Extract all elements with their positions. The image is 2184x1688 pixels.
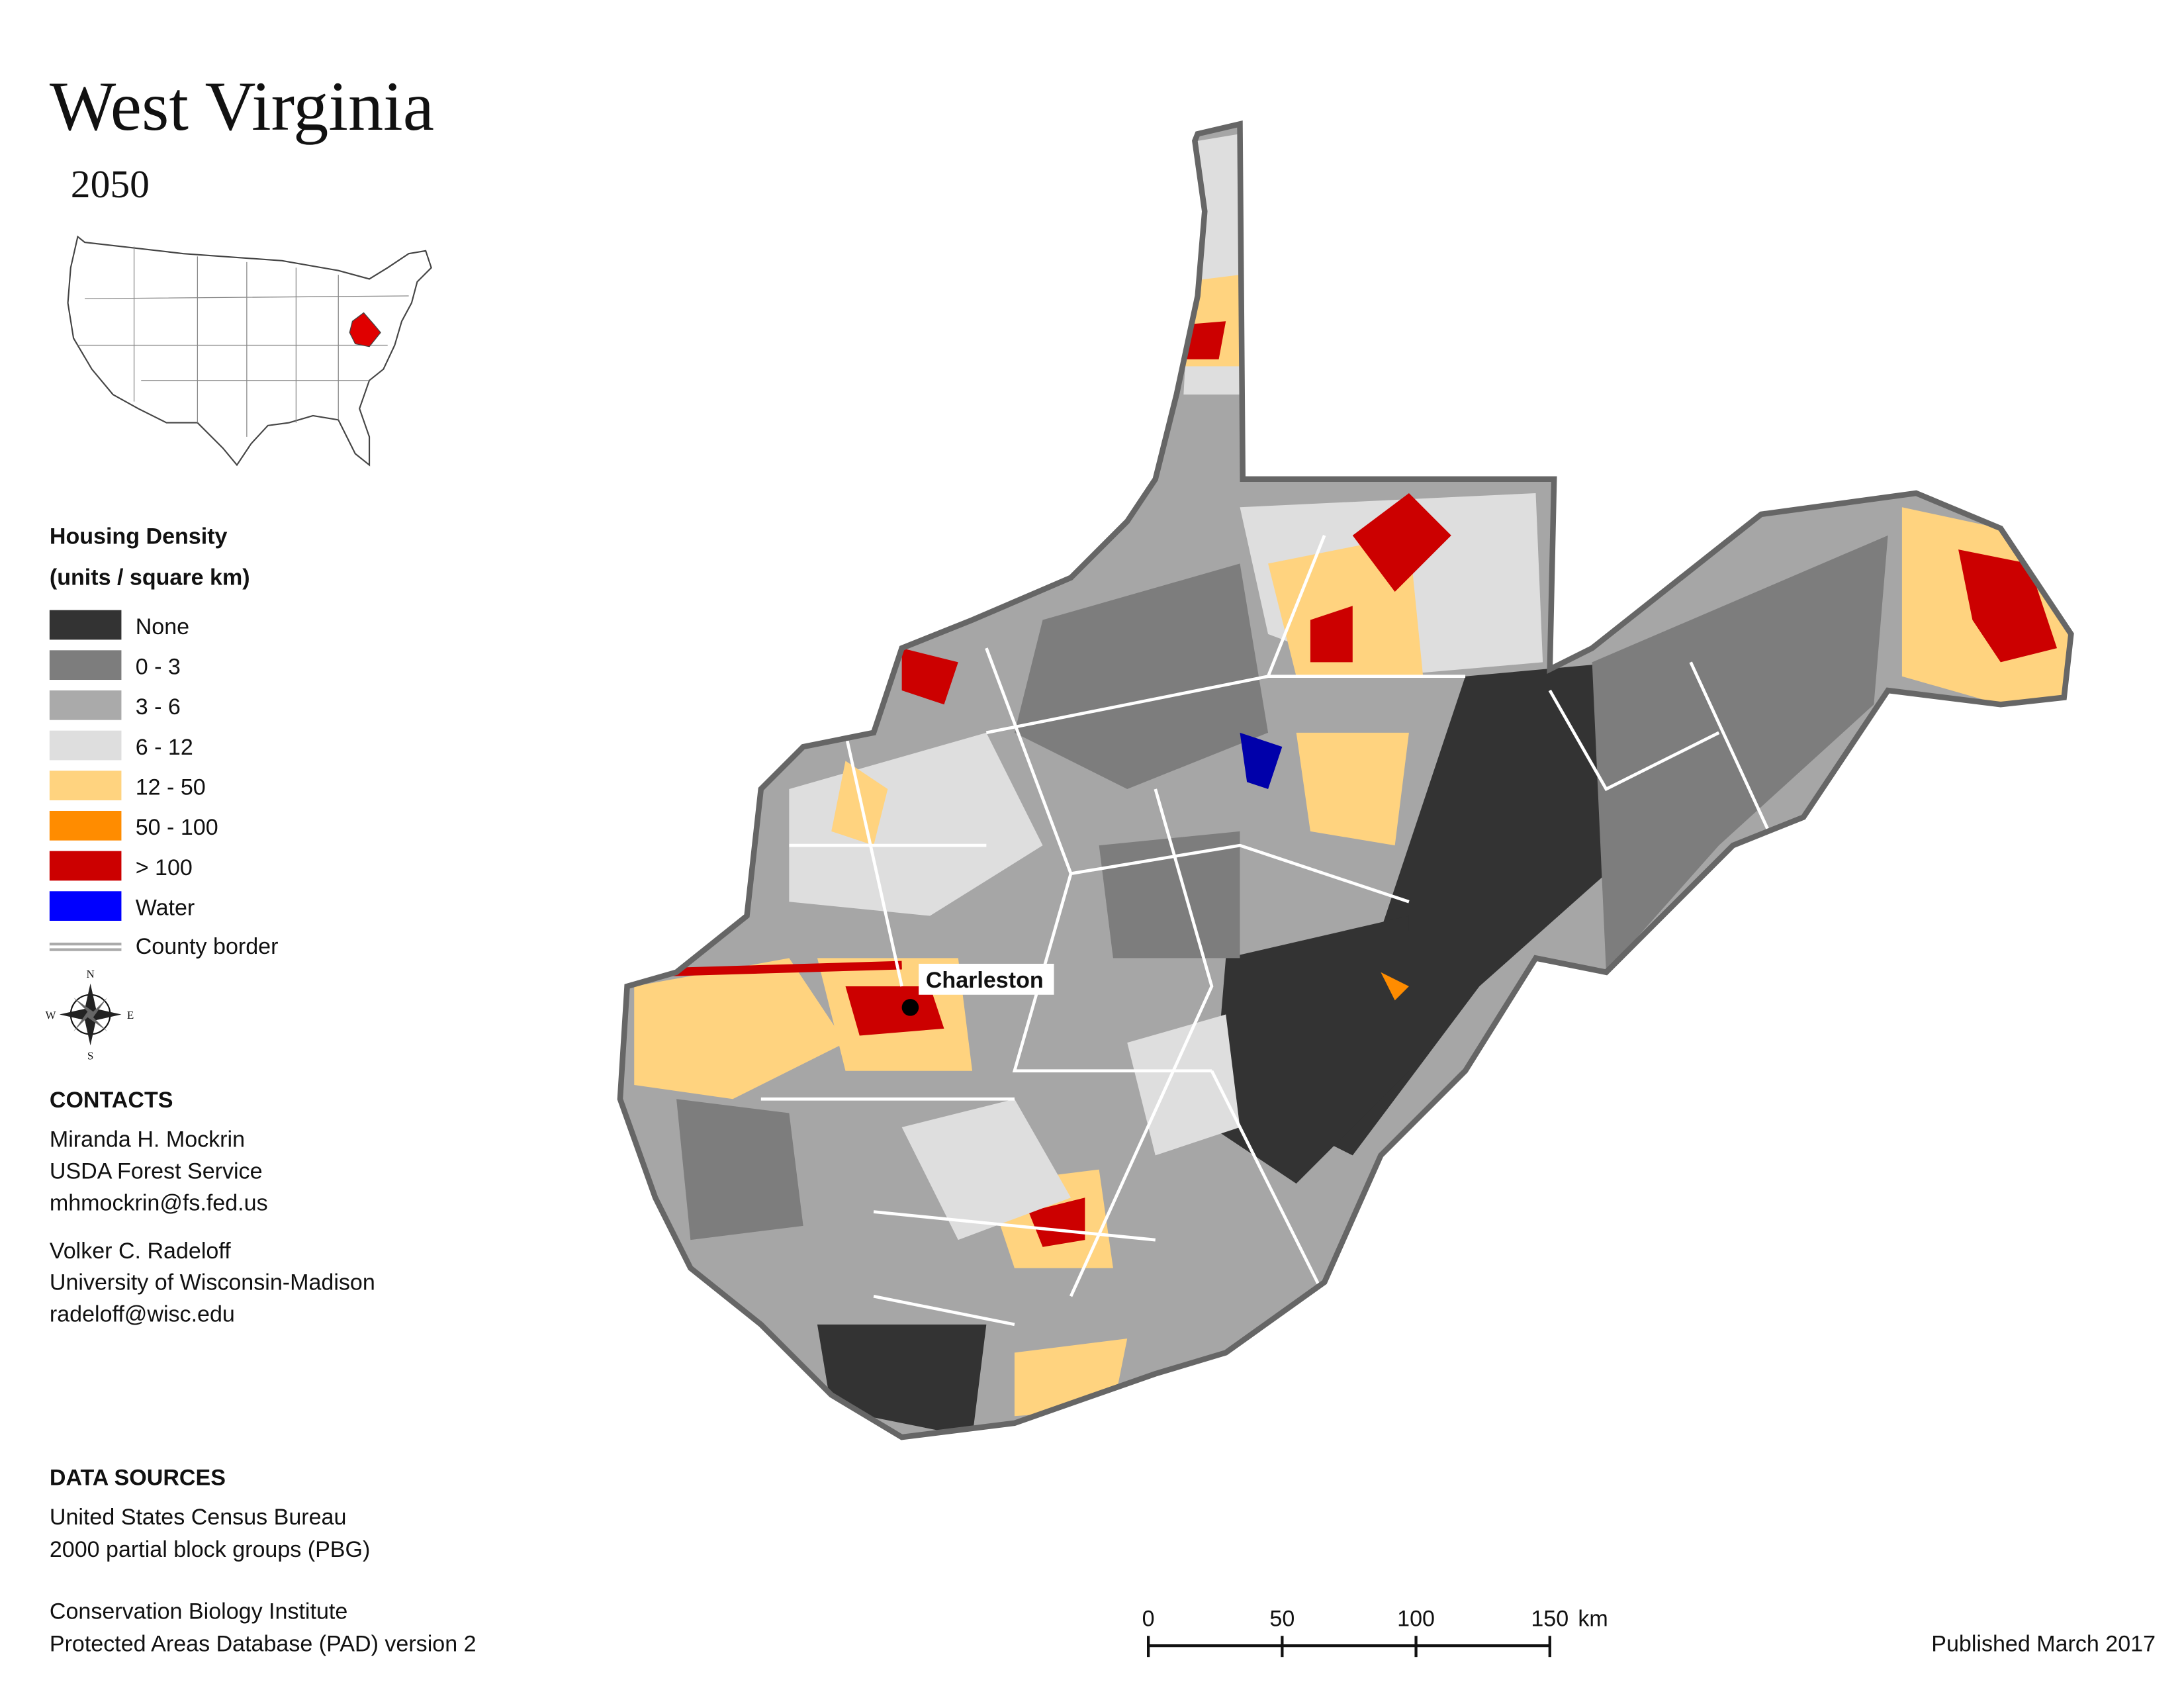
svg-text:S: S [87,1050,93,1062]
svg-text:N: N [86,968,94,980]
legend-title: Housing Density [50,524,228,549]
contact-org: USDA Forest Service [50,1159,263,1184]
title: West Virginia [50,68,434,146]
source-line: Protected Areas Database (PAD) version 2 [50,1632,477,1657]
legend-label: > 100 [136,855,193,880]
legend-swatch [49,690,122,720]
contacts-title: CONTACTS [50,1088,173,1113]
legend-swatch [49,771,122,801]
legend-swatch [49,610,122,640]
city-marker [901,999,919,1016]
legend-swatch [49,650,122,680]
scale-label: 0 [1142,1606,1155,1631]
city-halo [919,963,1054,995]
us-inset [67,235,432,467]
published: Published March 2017 [1931,1632,2156,1657]
legend-swatch [49,891,122,921]
source-line: United States Census Bureau [50,1505,347,1530]
legend-label: County border [136,934,279,959]
contact-email: mhmockrin@fs.fed.us [50,1190,268,1215]
svg-text:E: E [127,1009,134,1021]
sources: United States Census Bureau 2000 partial … [50,1505,477,1657]
subtitle: 2050 [71,162,150,206]
legend-label: 0 - 3 [136,655,181,680]
compass: N S E W [45,968,134,1062]
state-map [620,124,2071,1437]
legend-subtitle: (units / square km) [50,565,250,590]
source-line: Conservation Biology Institute [50,1599,347,1624]
contact-org: University of Wisconsin-Madison [50,1270,375,1295]
scale-label: 50 [1269,1606,1295,1631]
svg-text:W: W [45,1009,56,1021]
legend: None 0 - 3 3 - 6 6 - 12 12 - 50 50 - 100 > 100… [49,610,218,921]
legend-label: 6 - 12 [136,735,193,760]
legend-swatch [49,851,122,881]
legend-swatch [49,730,122,761]
contact-name: Miranda H. Mockrin [50,1127,245,1152]
scale-unit: km [1578,1606,1608,1631]
scale-label: 100 [1397,1606,1435,1631]
legend-label: 3 - 6 [136,694,181,720]
scale-label: 150 [1531,1606,1569,1631]
legend-swatch [49,810,122,841]
legend-label: 12 - 50 [136,775,206,800]
contacts: Miranda H. Mockrin USDA Forest Service mhm… [50,1127,375,1327]
contact-email: radeloff@wisc.edu [50,1302,235,1327]
sources-title: DATA SOURCES [50,1465,226,1490]
legend-label: None [136,614,189,639]
legend-label: Water [136,895,195,920]
scale-bar: 0 50 100 150 km [1142,1606,1608,1658]
legend-label: 50 - 100 [136,815,218,840]
city-label: Charleston [926,968,1044,993]
contact-name: Volker C. Radeloff [50,1239,231,1264]
source-line: 2000 partial block groups (PBG) [50,1537,370,1562]
